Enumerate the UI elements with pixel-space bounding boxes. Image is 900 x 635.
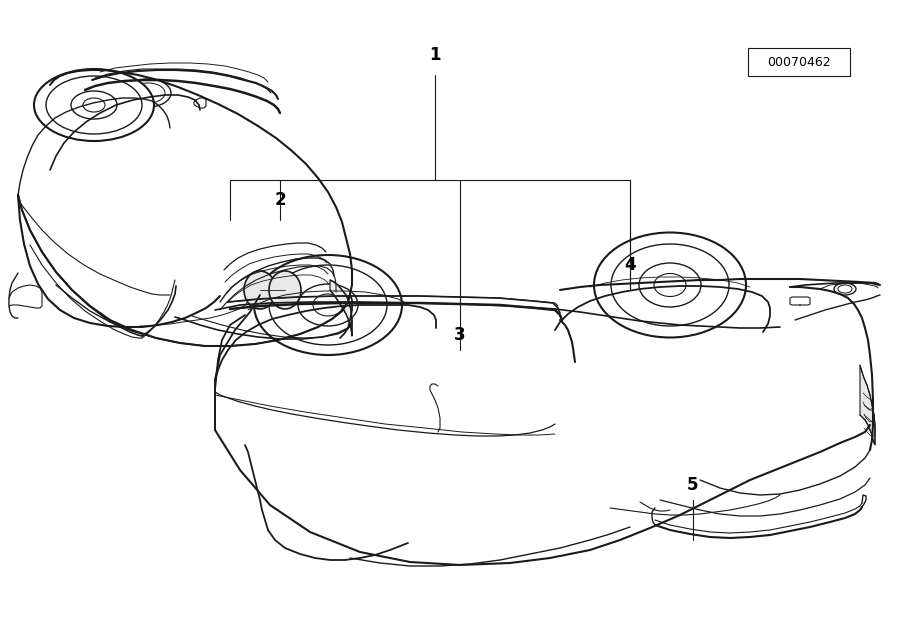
Ellipse shape	[131, 83, 165, 103]
Ellipse shape	[269, 265, 387, 345]
Ellipse shape	[254, 255, 402, 355]
Ellipse shape	[594, 232, 746, 337]
Ellipse shape	[654, 274, 686, 297]
Text: 00070462: 00070462	[767, 55, 831, 69]
Ellipse shape	[639, 263, 701, 307]
Ellipse shape	[34, 69, 154, 141]
Ellipse shape	[834, 283, 856, 295]
Ellipse shape	[298, 284, 358, 326]
FancyBboxPatch shape	[748, 48, 850, 76]
Ellipse shape	[611, 244, 729, 326]
Ellipse shape	[71, 91, 117, 119]
Ellipse shape	[46, 76, 142, 134]
Ellipse shape	[125, 79, 171, 107]
Polygon shape	[330, 280, 352, 336]
Text: 1: 1	[429, 46, 441, 64]
Ellipse shape	[313, 294, 343, 316]
Text: 5: 5	[688, 476, 698, 494]
Text: 2: 2	[274, 191, 286, 209]
Text: 4: 4	[625, 256, 635, 274]
Text: 3: 3	[454, 326, 466, 344]
Ellipse shape	[838, 285, 852, 293]
Polygon shape	[860, 365, 875, 445]
Ellipse shape	[269, 271, 301, 309]
Ellipse shape	[244, 271, 276, 309]
Ellipse shape	[83, 98, 105, 112]
